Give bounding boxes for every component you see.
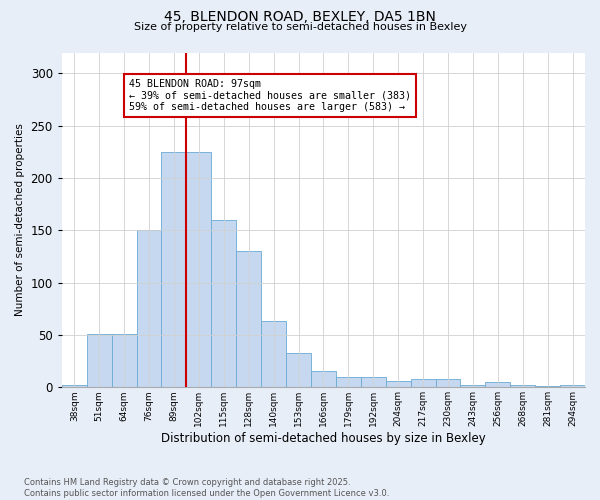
Text: Contains HM Land Registry data © Crown copyright and database right 2025.
Contai: Contains HM Land Registry data © Crown c…: [24, 478, 389, 498]
Bar: [187, 152, 211, 388]
Bar: [386, 381, 410, 388]
Bar: [62, 385, 87, 388]
Bar: [261, 322, 286, 388]
Text: 45, BLENDON ROAD, BEXLEY, DA5 1BN: 45, BLENDON ROAD, BEXLEY, DA5 1BN: [164, 10, 436, 24]
Bar: [361, 377, 386, 388]
Bar: [161, 152, 187, 388]
Bar: [87, 334, 112, 388]
Bar: [112, 334, 137, 388]
Bar: [436, 379, 460, 388]
Bar: [410, 379, 436, 388]
Bar: [560, 385, 585, 388]
Bar: [336, 377, 361, 388]
Bar: [311, 370, 336, 388]
Text: 45 BLENDON ROAD: 97sqm
← 39% of semi-detached houses are smaller (383)
59% of se: 45 BLENDON ROAD: 97sqm ← 39% of semi-det…: [129, 78, 411, 112]
Bar: [286, 353, 311, 388]
Bar: [460, 385, 485, 388]
Bar: [485, 382, 510, 388]
Text: Size of property relative to semi-detached houses in Bexley: Size of property relative to semi-detach…: [133, 22, 467, 32]
Bar: [535, 386, 560, 388]
Bar: [211, 220, 236, 388]
Bar: [236, 252, 261, 388]
Bar: [137, 230, 161, 388]
X-axis label: Distribution of semi-detached houses by size in Bexley: Distribution of semi-detached houses by …: [161, 432, 486, 445]
Y-axis label: Number of semi-detached properties: Number of semi-detached properties: [15, 124, 25, 316]
Bar: [510, 385, 535, 388]
